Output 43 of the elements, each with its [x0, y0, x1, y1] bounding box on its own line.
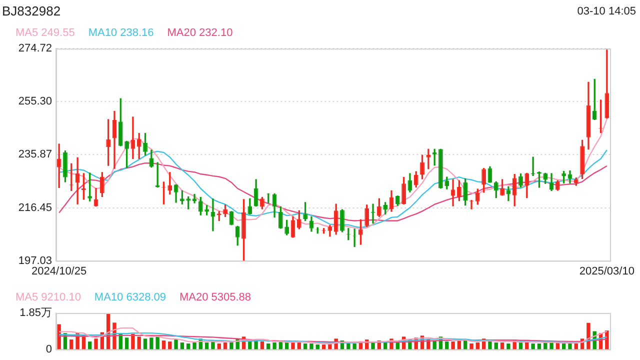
text: MA10 6328.09	[94, 292, 166, 304]
bar	[137, 336, 141, 350]
bar	[162, 340, 166, 350]
candlestick	[216, 211, 222, 222]
bar	[272, 342, 276, 350]
bar	[94, 338, 98, 350]
bar	[470, 344, 474, 350]
y-tick-label: 197.03	[18, 254, 52, 267]
bar	[57, 324, 61, 350]
bar	[143, 338, 148, 350]
y-tick-label: 0	[46, 343, 52, 356]
text: MA5 249.55	[16, 27, 75, 40]
bar	[70, 340, 74, 350]
y-tick-label: 235.87	[18, 148, 52, 161]
y-tick-label: 274.72	[18, 42, 52, 55]
bar	[124, 338, 129, 350]
y-tick-label: 216.45	[18, 202, 52, 214]
text: MA20 232.10	[167, 27, 233, 40]
bar	[568, 344, 572, 350]
bar	[150, 338, 154, 350]
text: MA20 5305.88	[179, 292, 252, 304]
text: 03-10 14:05	[577, 6, 636, 18]
bar	[174, 340, 178, 350]
bar	[131, 334, 135, 350]
bar	[168, 342, 172, 350]
bar	[506, 344, 510, 350]
x-tick-label: 2025/03/10	[579, 265, 634, 278]
bar	[445, 342, 449, 350]
text: MA5 9210.10	[16, 292, 81, 304]
bar	[605, 330, 609, 350]
bar	[371, 342, 375, 350]
bar	[531, 344, 535, 350]
bar	[352, 344, 356, 350]
x-tick-label: 2024/10/25	[32, 265, 87, 278]
bar	[192, 342, 196, 350]
y-tick-label: 255.30	[18, 96, 52, 108]
bar	[451, 342, 455, 350]
chart-title: BJ832982	[2, 3, 61, 18]
bar	[88, 342, 92, 350]
text: MA10 238.16	[88, 27, 154, 40]
y-tick-label: 1.85万	[20, 307, 52, 320]
bar	[310, 344, 314, 350]
bar	[260, 342, 264, 350]
